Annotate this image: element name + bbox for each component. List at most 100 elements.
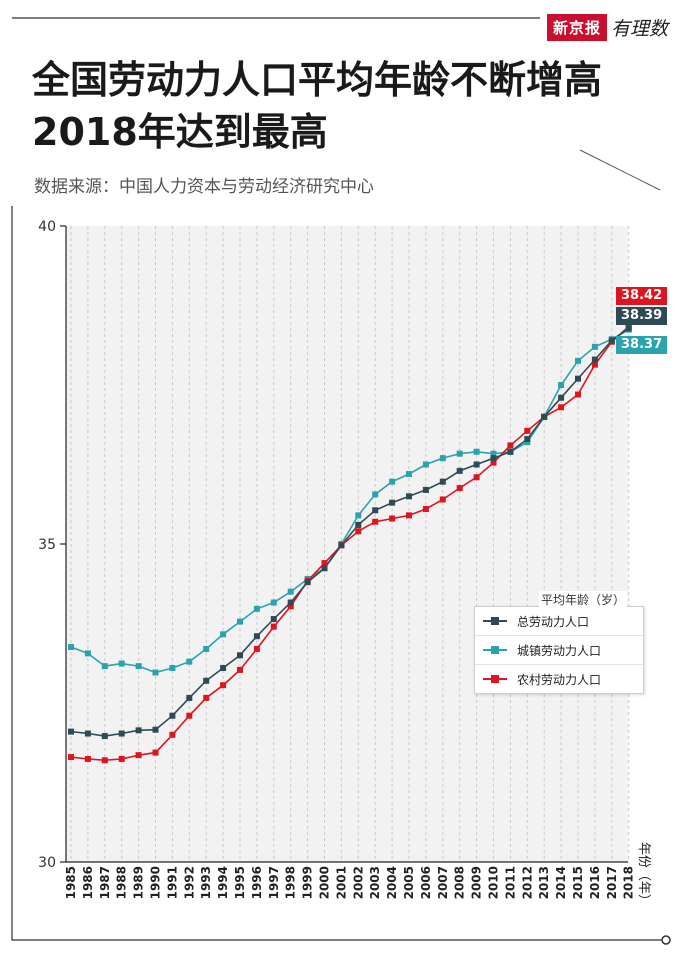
y-tick-label: 35	[38, 537, 56, 553]
data-point-rural	[456, 485, 463, 492]
data-point-rural	[203, 694, 210, 701]
data-point-urban	[372, 491, 379, 498]
logo-script: 有理数	[610, 18, 668, 40]
series-line-urban	[70, 329, 630, 674]
y-axis: 30 35 40	[38, 219, 67, 871]
data-point-total	[101, 733, 108, 740]
plot-area	[66, 226, 628, 862]
data-point-rural	[439, 496, 446, 503]
x-tick-label: 2010	[487, 866, 501, 899]
brand-logo: 新京报 有理数	[546, 14, 668, 41]
data-point-total	[152, 726, 159, 733]
data-point-rural	[321, 560, 328, 567]
chart-title: 全国劳动力人口平均年龄不断增高 2018年达到最高	[32, 54, 672, 158]
data-point-total	[321, 565, 328, 572]
legend-label-rural: 农村劳动力人口	[517, 672, 602, 687]
x-tick-label: 2008	[453, 866, 467, 899]
data-point-rural	[169, 731, 176, 738]
logo-main: 新京报	[546, 14, 607, 41]
x-axis: 1985 1986 1987 1988 1989 1990 1991 1992 1993 1994…	[64, 842, 651, 907]
data-point-rural	[473, 474, 480, 481]
frame-diagonal	[579, 149, 661, 191]
data-point-rural	[135, 752, 142, 759]
x-tick-label: 2011	[503, 866, 517, 899]
y-tick-label: 40	[38, 219, 56, 235]
data-point-total	[541, 413, 548, 420]
x-tick-label: 1991	[165, 866, 179, 899]
title-line-1: 全国劳动力人口平均年龄不断增高	[32, 58, 603, 102]
vertical-grid	[70, 226, 630, 862]
data-point-rural	[422, 506, 429, 513]
x-tick-label: 1989	[132, 866, 146, 899]
legend-item-total: 总劳动力人口	[475, 607, 643, 635]
series-line-rural	[70, 325, 630, 762]
data-point-total	[253, 633, 260, 640]
data-point-total	[287, 599, 294, 606]
legend: 平均年龄（岁） 总劳动力人口 城镇劳动力人口 农村劳动力人口	[474, 591, 644, 694]
data-point-rural	[389, 515, 396, 522]
data-point-rural	[186, 712, 193, 719]
data-point-urban	[456, 450, 463, 457]
x-tick-label: 2001	[334, 866, 348, 899]
legend-label-urban: 城镇劳动力人口	[517, 643, 602, 658]
x-tick-label: 1988	[115, 866, 129, 899]
data-point-total	[608, 337, 615, 344]
data-point-total	[203, 677, 210, 684]
x-tick-label: 1993	[199, 866, 213, 899]
data-point-urban	[406, 471, 412, 478]
data-point-urban	[118, 660, 125, 667]
data-point-urban	[237, 618, 243, 625]
x-axis-title: 年份（年）	[636, 842, 651, 907]
data-point-urban	[524, 439, 531, 446]
data-point-urban	[203, 645, 210, 652]
x-tick-label: 1990	[149, 866, 163, 899]
series-line-total	[70, 327, 630, 737]
x-tick-label: 2012	[520, 866, 534, 899]
data-point-total	[237, 652, 243, 659]
data-point-urban	[84, 650, 91, 657]
legend-item-urban: 城镇劳动力人口	[475, 635, 643, 664]
data-point-total	[186, 694, 193, 701]
data-point-total	[406, 493, 412, 500]
data-point-rural	[84, 755, 91, 762]
data-point-rural	[118, 755, 125, 762]
y-tick-label: 30	[38, 855, 56, 871]
x-tick-label: 1995	[233, 866, 247, 899]
data-point-total	[135, 727, 142, 734]
frame-end-dot	[661, 935, 671, 945]
data-point-rural	[237, 666, 243, 673]
data-point-urban	[558, 382, 565, 388]
data-point-total	[625, 325, 632, 332]
data-point-total	[355, 521, 362, 528]
x-tick-label: 2014	[554, 866, 568, 899]
data-point-total	[84, 730, 91, 737]
end-label-total: 38.39	[616, 307, 668, 325]
data-point-total	[456, 467, 463, 474]
x-tick-label: 2003	[368, 866, 382, 899]
end-label-urban: 38.37	[616, 336, 668, 354]
data-point-total	[118, 730, 125, 737]
data-point-rural	[490, 459, 497, 466]
data-point-total	[591, 356, 598, 363]
x-tick-label: 2007	[436, 866, 450, 899]
frame-lines	[11, 17, 671, 945]
x-tick-label: 2004	[385, 866, 399, 899]
legend-swatch-rural	[483, 673, 507, 685]
frame-left-bottom	[11, 206, 666, 941]
data-source: 数据来源：中国人力资本与劳动经济研究中心	[34, 177, 374, 197]
data-point-urban	[575, 357, 581, 364]
data-point-rural	[558, 404, 565, 411]
data-point-total	[558, 394, 565, 401]
data-point-rural	[507, 442, 514, 449]
data-point-urban	[473, 448, 480, 455]
data-point-urban	[101, 663, 108, 670]
legend-label-total: 总劳动力人口	[517, 614, 590, 629]
x-tick-label: 2017	[605, 866, 619, 899]
data-point-rural	[101, 757, 108, 764]
x-tick-label: 1996	[250, 866, 264, 899]
x-tick-label: 2018	[622, 866, 636, 899]
data-point-total	[490, 455, 497, 462]
x-tick-label: 2016	[588, 866, 602, 899]
data-point-rural	[406, 512, 412, 519]
x-tick-label: 1997	[267, 866, 281, 899]
